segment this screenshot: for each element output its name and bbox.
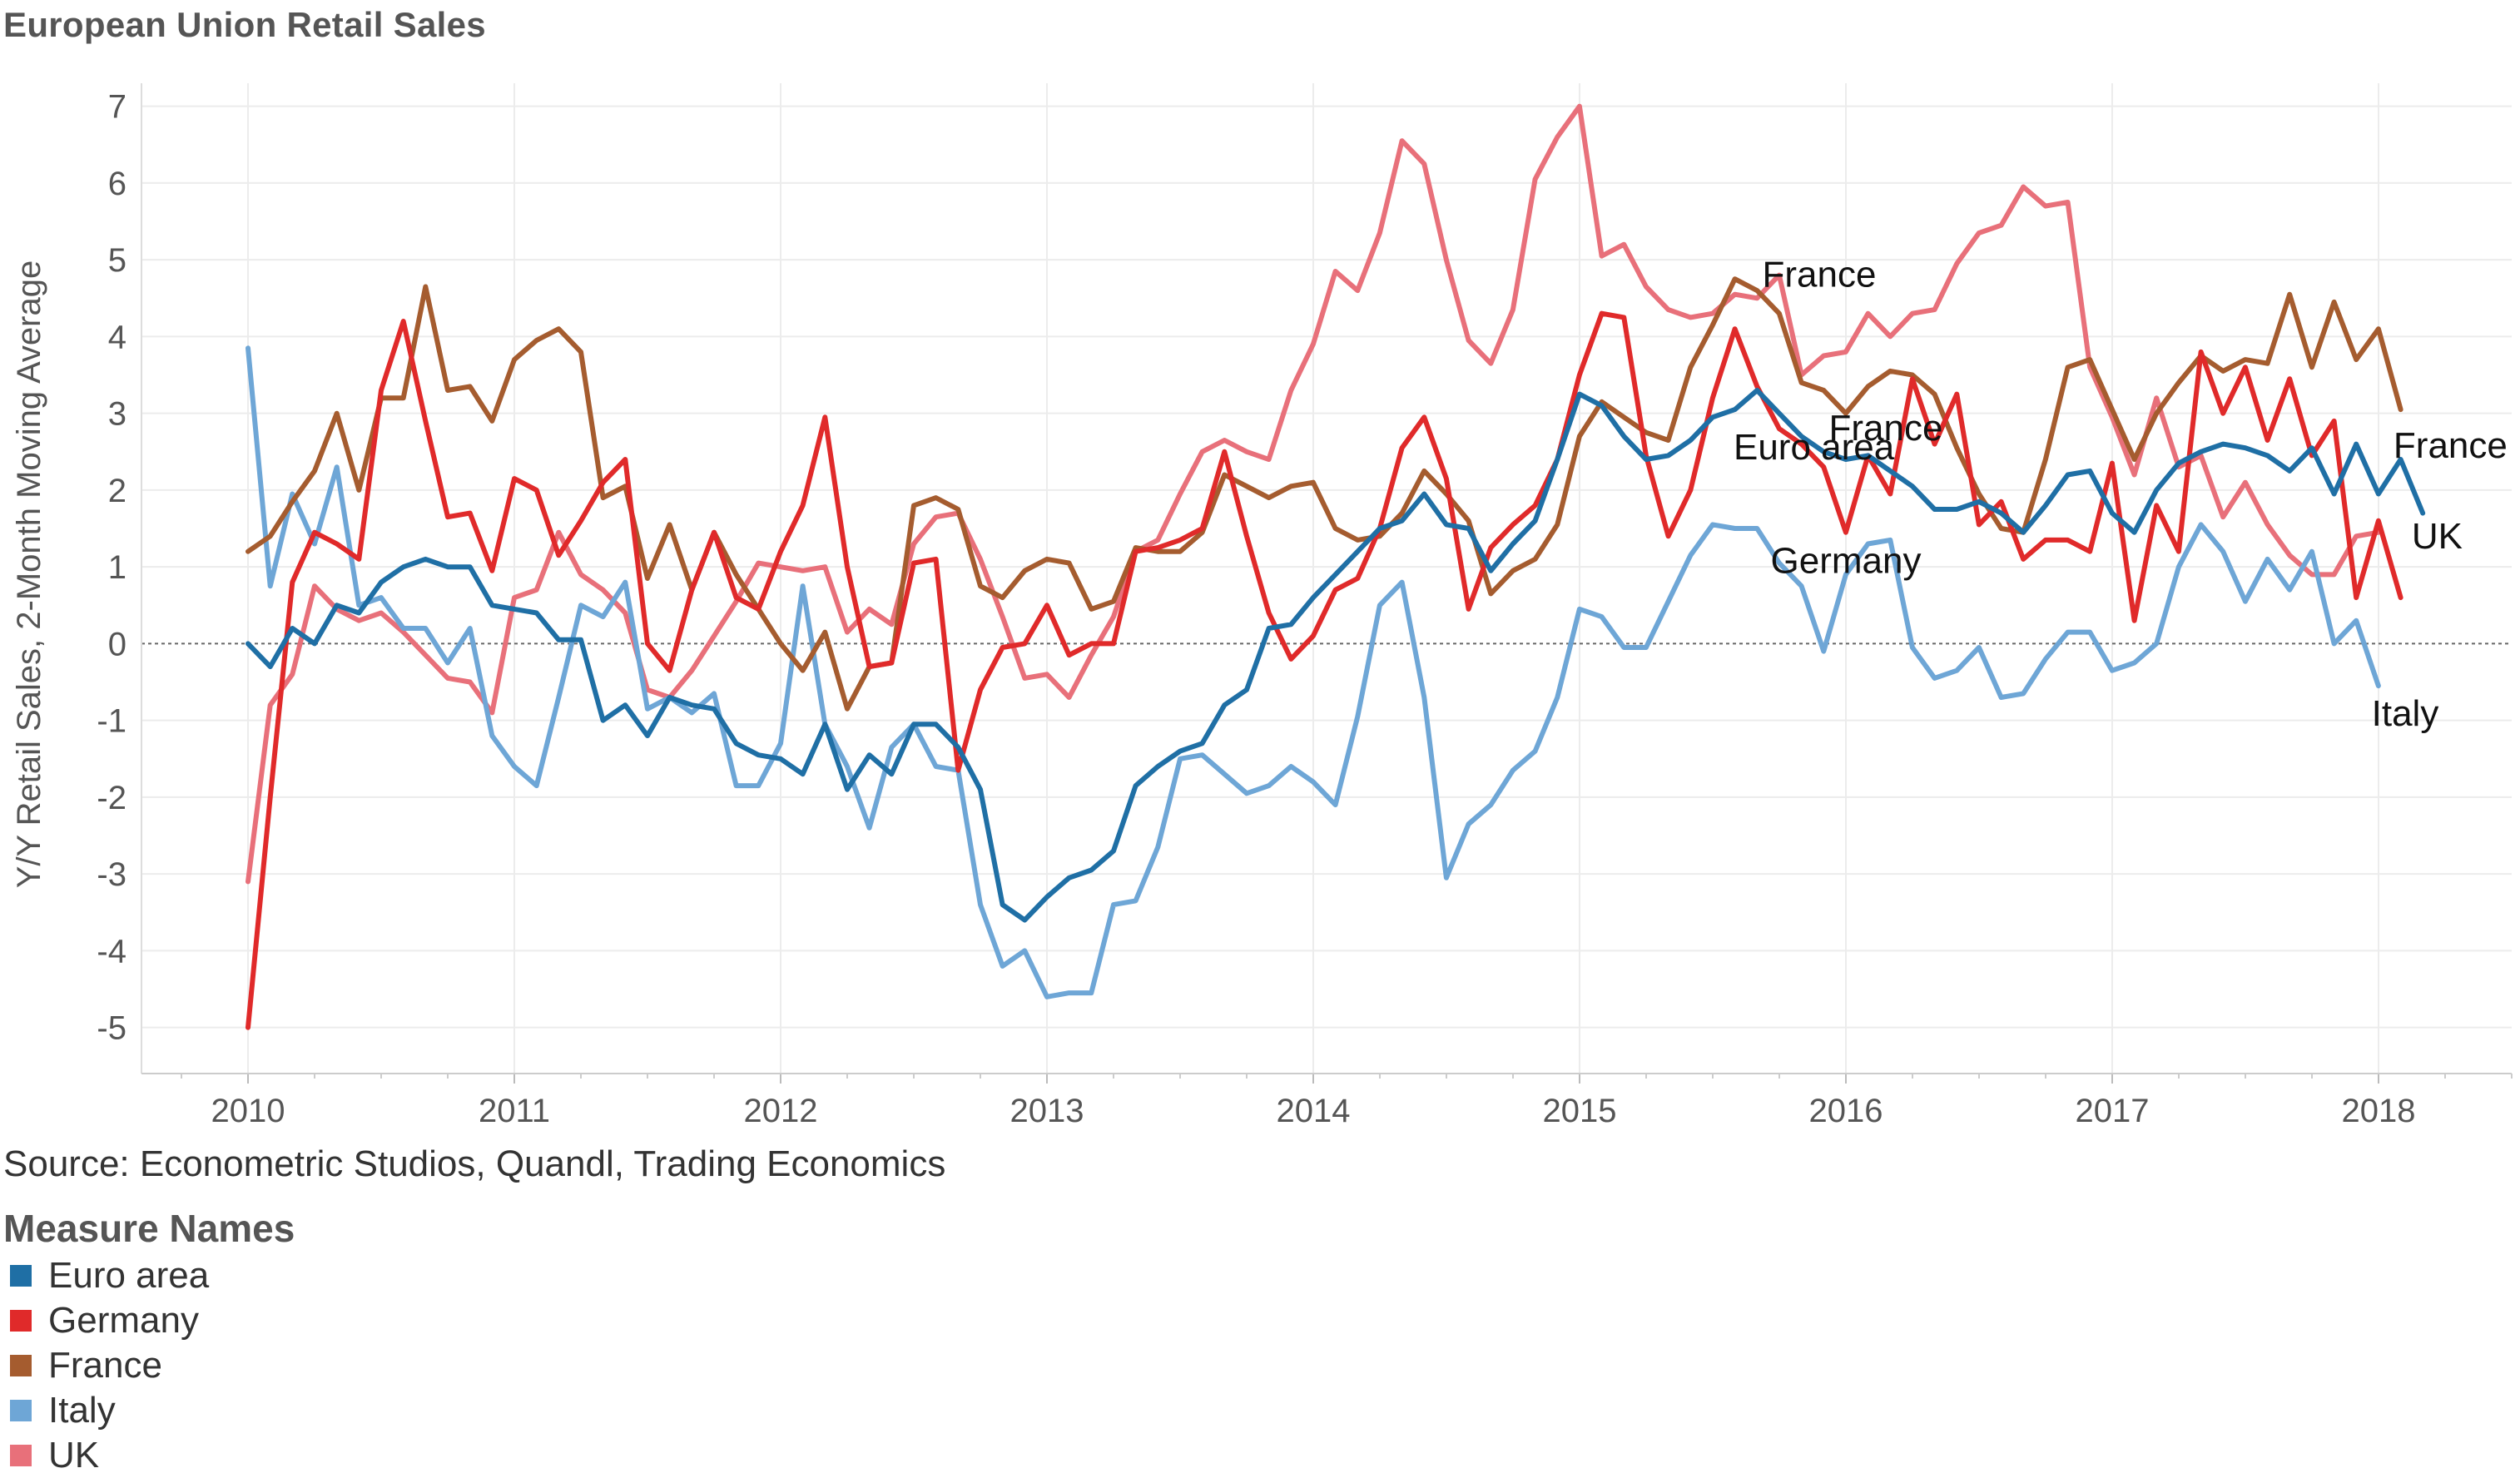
y-tick-label: -1 xyxy=(97,703,126,740)
grid-layer xyxy=(141,83,2512,1074)
y-tick-label: -5 xyxy=(97,1010,126,1047)
axis-layer: -5 -4 -3 -2 -1 0 1 2 3 4 5 6 7 2010 2011 2012 2013 2014 20… xyxy=(97,83,2513,1129)
legend-item: UK xyxy=(3,1433,295,1478)
legend-label: UK xyxy=(48,1435,100,1476)
series-line-euro-area xyxy=(246,388,2426,923)
x-tick-label: 2018 xyxy=(2342,1093,2416,1129)
legend-label: Germany xyxy=(48,1300,199,1341)
legend-item: France xyxy=(3,1343,295,1388)
legend-label: Italy xyxy=(48,1390,116,1431)
x-tick-label: 2011 xyxy=(479,1093,550,1129)
series-layer xyxy=(246,103,2426,1030)
series-line-italy xyxy=(246,345,2381,999)
legend-swatch xyxy=(10,1400,32,1421)
x-tick-label: 2017 xyxy=(2076,1093,2150,1129)
y-tick-label: -3 xyxy=(97,856,126,893)
x-tick-label: 2015 xyxy=(1543,1093,1617,1129)
x-tick-label: 2014 xyxy=(1277,1093,1351,1129)
y-tick-label: 4 xyxy=(108,319,126,355)
y-tick-label: -2 xyxy=(97,780,126,816)
legend-label: Euro area xyxy=(48,1255,210,1296)
x-tick-label: 2013 xyxy=(1010,1093,1084,1129)
annotation-label: France xyxy=(1829,408,1943,449)
series-line-france xyxy=(246,276,2403,712)
source-note: Source: Econometric Studios, Quandl, Tra… xyxy=(3,1143,946,1184)
y-axis-label: Y/Y Retail Sales, 2-Month Moving Average xyxy=(11,260,47,889)
x-tick-label: 2016 xyxy=(1809,1093,1883,1129)
y-tick-label: 6 xyxy=(108,166,126,202)
annotation-label: Germany xyxy=(1771,541,1922,582)
legend-item: Euro area xyxy=(3,1253,295,1298)
annotation-label: Euro area xyxy=(1734,427,1895,468)
y-tick-label: 0 xyxy=(108,626,126,662)
legend-swatch xyxy=(10,1265,32,1287)
y-tick-label: 3 xyxy=(108,396,126,433)
legend-item: Germany xyxy=(3,1298,295,1343)
y-tick-label: -4 xyxy=(97,933,126,970)
legend-swatch xyxy=(10,1310,32,1332)
y-tick-label: 2 xyxy=(108,473,126,509)
legend: Measure Names Euro area Germany France Ital… xyxy=(3,1203,295,1478)
legend-swatch xyxy=(10,1355,32,1376)
legend-label: France xyxy=(48,1345,162,1386)
x-tick-label: 2012 xyxy=(744,1093,818,1129)
legend-item: Italy xyxy=(3,1388,295,1433)
chart-title: European Union Retail Sales xyxy=(3,5,486,44)
annotation-label: Italy xyxy=(2372,693,2439,734)
annotation-label: France xyxy=(2394,425,2508,466)
series-line-uk xyxy=(246,103,2381,885)
y-tick-label: 1 xyxy=(108,549,126,586)
y-tick-label: 5 xyxy=(108,242,126,279)
x-tick-label: 2010 xyxy=(211,1093,285,1129)
legend-swatch xyxy=(10,1445,32,1466)
series-line-germany xyxy=(246,310,2403,1030)
annotation-label: UK xyxy=(2412,516,2463,557)
legend-title: Measure Names xyxy=(3,1207,295,1250)
annotation-label: France xyxy=(1763,254,1877,295)
legend-items: Euro area Germany France Italy UK xyxy=(3,1253,295,1478)
y-tick-label: 7 xyxy=(108,89,126,126)
